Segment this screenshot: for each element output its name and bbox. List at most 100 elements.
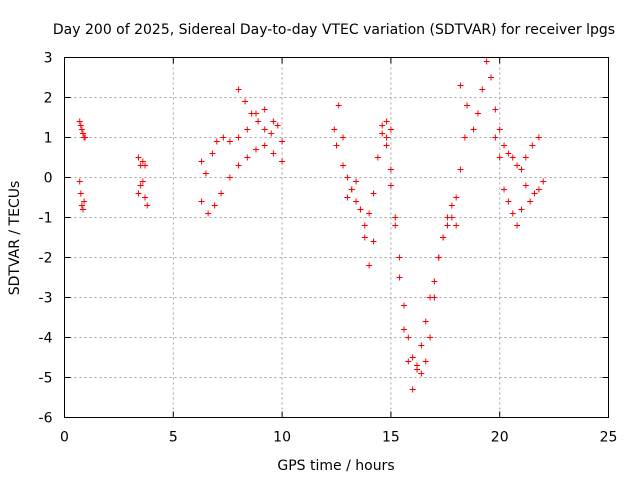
data-point xyxy=(431,278,438,285)
data-point xyxy=(137,182,144,189)
data-point xyxy=(279,158,286,165)
data-point xyxy=(144,202,151,209)
data-point xyxy=(76,118,83,125)
data-point xyxy=(409,354,416,361)
data-point xyxy=(405,358,412,365)
data-point xyxy=(396,254,403,261)
data-point xyxy=(279,138,286,145)
data-point xyxy=(366,262,373,269)
data-point xyxy=(509,154,516,161)
data-point xyxy=(435,254,442,261)
data-point xyxy=(211,202,218,209)
data-point xyxy=(235,134,242,141)
data-point xyxy=(370,238,377,245)
y-tick-label: -6 xyxy=(39,411,53,427)
data-point xyxy=(505,150,512,157)
data-point xyxy=(348,186,355,193)
data-point xyxy=(270,150,277,157)
x-axis-label: GPS time / hours xyxy=(277,458,394,474)
x-tick-label: 5 xyxy=(169,430,178,446)
data-point xyxy=(218,190,225,197)
data-point xyxy=(387,166,394,173)
data-point xyxy=(244,126,251,133)
data-point xyxy=(479,86,486,93)
data-point xyxy=(487,74,494,81)
data-point xyxy=(383,134,390,141)
data-point xyxy=(135,190,142,197)
data-point xyxy=(226,138,233,145)
data-point xyxy=(400,302,407,309)
data-point xyxy=(81,198,88,205)
ticks: 0 5 10 15 20 25 -6 -5 -4 -3 -2 -1 0 1 2 3 xyxy=(39,51,618,446)
data-point xyxy=(261,106,268,113)
data-point xyxy=(142,162,149,169)
data-point xyxy=(77,122,84,129)
data-point xyxy=(78,126,85,133)
data-point xyxy=(418,342,425,349)
data-point xyxy=(400,326,407,333)
series-seg-j xyxy=(379,122,468,377)
data-point xyxy=(496,154,503,161)
data-point xyxy=(514,222,521,229)
x-tick-label: 15 xyxy=(382,430,400,446)
data-point xyxy=(255,118,262,125)
data-point xyxy=(361,234,368,241)
y-tick-label: 3 xyxy=(44,51,53,67)
series-seg-f xyxy=(198,142,286,217)
y-axis-label: SDTVAR / TECUs xyxy=(7,181,23,296)
data-point xyxy=(340,162,347,169)
data-point xyxy=(387,182,394,189)
data-point xyxy=(374,154,381,161)
data-point xyxy=(427,294,434,301)
data-point xyxy=(440,234,447,241)
data-point xyxy=(340,134,347,141)
grid xyxy=(64,57,609,418)
data-point xyxy=(418,370,425,377)
data-point xyxy=(461,134,468,141)
data-point xyxy=(261,142,268,149)
data-point xyxy=(529,142,536,149)
data-point xyxy=(261,126,268,133)
data-point xyxy=(522,154,529,161)
data-point xyxy=(483,58,490,65)
series-seg-i xyxy=(333,142,377,269)
data-point xyxy=(77,190,84,197)
data-point xyxy=(422,358,429,365)
data-point xyxy=(496,126,503,133)
data-point xyxy=(139,158,146,165)
data-point xyxy=(353,178,360,185)
data-point xyxy=(518,166,525,173)
series-seg-m xyxy=(492,134,547,229)
x-tick-label: 0 xyxy=(60,430,69,446)
series-seg-e xyxy=(198,106,286,177)
data-point xyxy=(274,122,281,129)
data-point xyxy=(270,118,277,125)
data-point xyxy=(379,130,386,137)
data-point xyxy=(464,102,471,109)
data-point xyxy=(392,214,399,221)
data-point xyxy=(248,110,255,117)
data-point xyxy=(405,334,412,341)
chart-title: Day 200 of 2025, Sidereal Day-to-day VTE… xyxy=(53,22,615,38)
y-tick-label: 2 xyxy=(44,91,53,107)
x-tick-label: 10 xyxy=(273,430,291,446)
plot-frame xyxy=(64,57,609,418)
y-tick-label: -2 xyxy=(39,251,53,267)
data-point xyxy=(444,222,451,229)
data-point xyxy=(509,210,516,217)
data-point xyxy=(220,134,227,141)
series-seg-c xyxy=(135,154,149,169)
data-point xyxy=(78,202,85,209)
y-tick-label: 1 xyxy=(44,131,53,147)
y-tick-label: -4 xyxy=(39,331,53,347)
data-point xyxy=(76,178,83,185)
data-point xyxy=(139,178,146,185)
x-tick-label: 20 xyxy=(491,430,509,446)
data-point xyxy=(470,126,477,133)
series-seg-k xyxy=(383,142,460,393)
data-point xyxy=(448,202,455,209)
data-point xyxy=(522,182,529,189)
data-point xyxy=(135,154,142,161)
y-tick-label: -3 xyxy=(39,291,53,307)
data-point xyxy=(82,134,89,141)
